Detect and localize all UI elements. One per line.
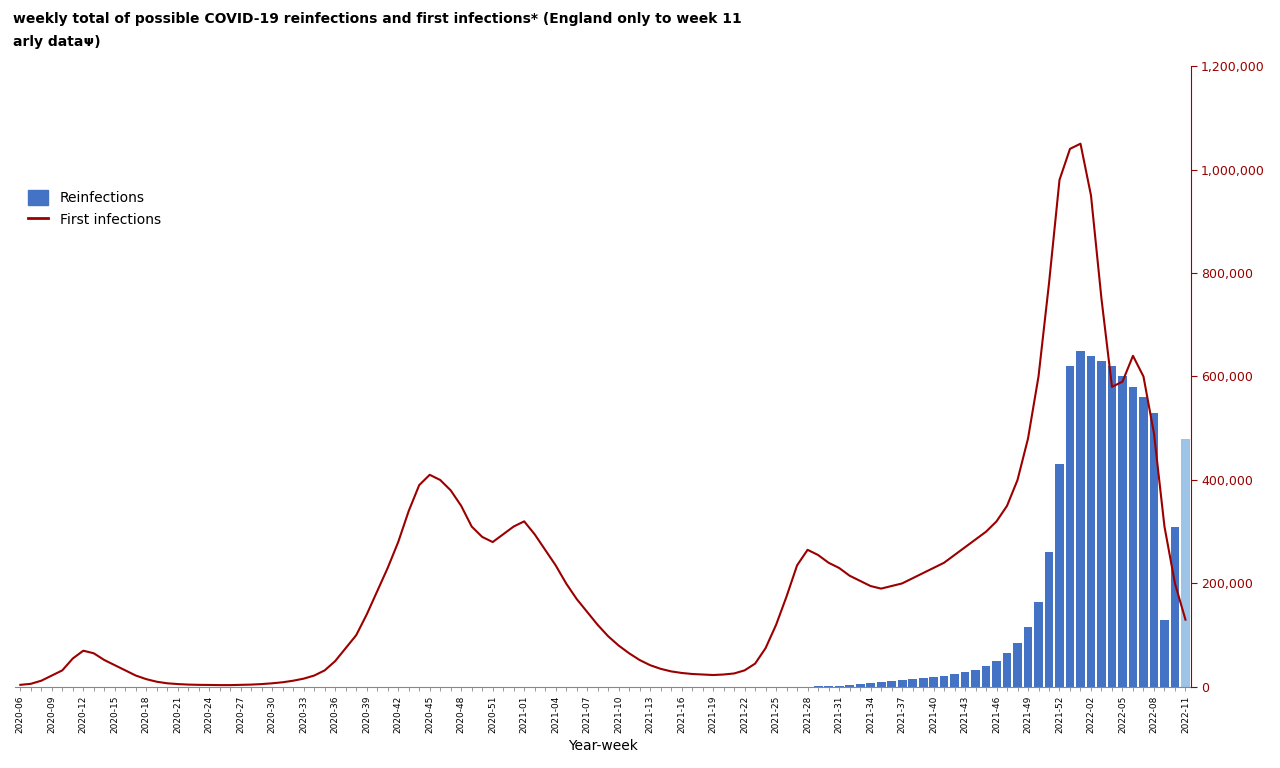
Bar (908, 679, 916, 687)
Bar (835, 686, 844, 687)
Legend: Reinfections, First infections: Reinfections, First infections (22, 185, 166, 233)
Bar (1002, 654, 1011, 687)
Text: arly dataᴪ): arly dataᴪ) (13, 35, 100, 48)
Bar (1160, 620, 1169, 687)
Bar (982, 666, 991, 687)
Bar (950, 674, 959, 687)
Bar (1129, 387, 1138, 687)
Bar (1107, 366, 1116, 687)
Bar (1149, 412, 1158, 687)
Bar (897, 680, 906, 687)
Bar (940, 676, 948, 687)
Bar (1055, 465, 1064, 687)
Bar (1076, 351, 1085, 687)
Bar (1044, 552, 1053, 687)
Bar (877, 682, 886, 687)
Bar (1034, 601, 1043, 687)
Bar (960, 673, 969, 687)
Bar (1117, 376, 1126, 687)
Bar (1097, 361, 1106, 687)
Bar (867, 684, 876, 687)
Bar (919, 678, 928, 687)
Bar (1139, 397, 1148, 687)
Bar (929, 677, 938, 687)
X-axis label: Year-week: Year-week (568, 739, 637, 753)
Bar (855, 684, 864, 687)
Bar (1170, 527, 1179, 687)
Bar (845, 685, 854, 687)
Bar (1181, 439, 1190, 687)
Bar (824, 686, 833, 687)
Bar (1012, 643, 1021, 687)
Bar (1024, 627, 1033, 687)
Bar (992, 661, 1001, 687)
Bar (887, 681, 896, 687)
Bar (972, 670, 980, 687)
Text: weekly total of possible COVID-19 reinfections and first infections* (England on: weekly total of possible COVID-19 reinfe… (13, 12, 741, 25)
Bar (1087, 356, 1096, 687)
Bar (1065, 366, 1074, 687)
